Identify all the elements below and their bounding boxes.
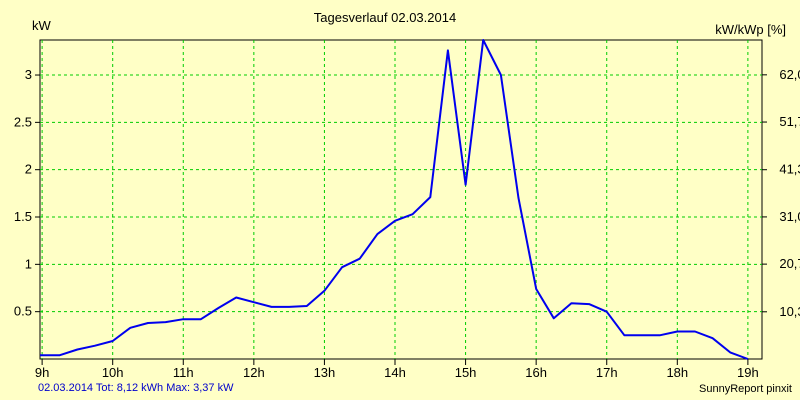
- y-axis-right: 10,3 20,7 31,0 41,3 51,7 62,0: [762, 67, 800, 319]
- x-tick-label: 19h: [737, 365, 759, 380]
- y-tick-label: 1.5: [14, 209, 32, 224]
- series-line: [40, 39, 749, 360]
- y2-tick-label: 62,0: [779, 67, 800, 82]
- x-tick-label: 18h: [666, 365, 688, 380]
- y-axis-label-right: kW/kWp [%]: [715, 22, 786, 37]
- brand-credit: SunnyReport pinxit: [699, 383, 792, 395]
- x-tick-label: 17h: [596, 365, 618, 380]
- y-axis-label-left: kW: [32, 18, 51, 33]
- y2-tick-label: 31,0: [779, 209, 800, 224]
- y-tick-label: 0.5: [14, 304, 32, 319]
- y2-tick-label: 10,3: [779, 304, 800, 319]
- y-tick-label: 1: [25, 256, 32, 271]
- x-tick-label: 13h: [314, 365, 336, 380]
- y2-tick-label: 51,7: [779, 114, 800, 129]
- y2-tick-label: 41,3: [779, 162, 800, 177]
- y-tick-label: 2: [25, 162, 32, 177]
- x-tick-label: 14h: [384, 365, 406, 380]
- x-tick-label: 16h: [525, 365, 547, 380]
- x-tick-label: 9h: [35, 365, 49, 380]
- y-tick-label: 2.5: [14, 114, 32, 129]
- y-tick-label: 3: [25, 67, 32, 82]
- x-tick-label: 11h: [173, 365, 194, 380]
- summary-footer: 02.03.2014 Tot: 8,12 kWh Max: 3,37 kW: [38, 382, 234, 394]
- x-tick-label: 10h: [102, 365, 124, 380]
- grid: [40, 40, 762, 359]
- x-tick-label: 15h: [455, 365, 477, 380]
- x-axis: 9h 10h 11h 12h 13h 14h 15h 16h 17h 18h 19h: [35, 359, 759, 380]
- y2-tick-label: 20,7: [779, 256, 800, 271]
- y-axis-left: 0.5 1 1.5 2 2.5 3: [14, 67, 40, 319]
- plot-area: [39, 39, 763, 360]
- x-tick-label: 12h: [243, 365, 265, 380]
- chart-title: Tagesverlauf 02.03.2014: [313, 10, 457, 25]
